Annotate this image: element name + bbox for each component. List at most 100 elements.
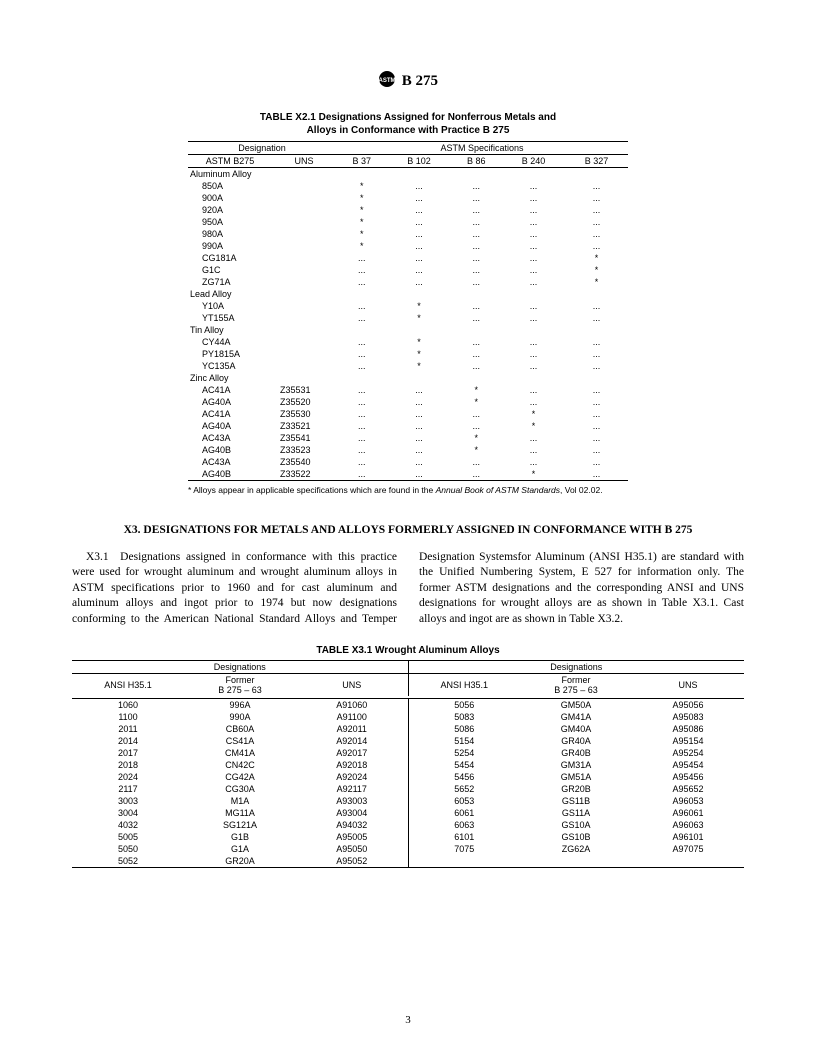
spec-cell: ... xyxy=(565,336,628,348)
spec-cell: * xyxy=(502,420,565,432)
spec-cell: ... xyxy=(388,204,451,216)
col-ansi-l: ANSI H35.1 xyxy=(72,674,184,697)
t2-cell: 6101 xyxy=(408,831,520,843)
spec-cell: ... xyxy=(450,348,502,360)
col-b86: B 86 xyxy=(450,155,502,168)
spec-cell: ... xyxy=(502,444,565,456)
spec-cell: ... xyxy=(388,456,451,468)
uns-value xyxy=(272,216,336,228)
col-uns-r: UNS xyxy=(632,674,744,697)
t2-cell: GM31A xyxy=(520,759,632,771)
t2-cell: GM50A xyxy=(520,699,632,712)
alloy-name: 980A xyxy=(188,228,272,240)
spec-cell: ... xyxy=(336,348,388,360)
uns-value xyxy=(272,336,336,348)
spec-cell: * xyxy=(565,252,628,264)
spec-cell: ... xyxy=(388,252,451,264)
t2-cell: 6061 xyxy=(408,807,520,819)
t2-cell: 1060 xyxy=(72,699,184,712)
spec-cell: ... xyxy=(502,216,565,228)
spec-cell: ... xyxy=(502,180,565,192)
spec-cell: * xyxy=(450,444,502,456)
spec-cell: ... xyxy=(502,360,565,372)
spec-cell: * xyxy=(388,360,451,372)
table-x3-1-title: TABLE X3.1 Wrought Aluminum Alloys xyxy=(72,645,744,656)
spec-cell: ... xyxy=(336,312,388,324)
spec-cell: ... xyxy=(388,396,451,408)
t2-cell: CB60A xyxy=(184,723,296,735)
t2-cell: A96053 xyxy=(632,795,744,807)
alloy-name: AC41A xyxy=(188,408,272,420)
alloy-name: AG40B xyxy=(188,468,272,481)
astm-logo-icon: ASTM xyxy=(378,70,396,93)
spec-cell: ... xyxy=(336,468,388,481)
spec-cell: ... xyxy=(565,216,628,228)
svg-text:ASTM: ASTM xyxy=(378,78,395,84)
alloy-name: PY1815A xyxy=(188,348,272,360)
spec-number: B 275 xyxy=(402,73,438,89)
spec-cell: ... xyxy=(388,444,451,456)
uns-value xyxy=(272,264,336,276)
alloy-name: G1C xyxy=(188,264,272,276)
col-former-r: FormerB 275 – 63 xyxy=(520,674,632,697)
t2-cell: CM41A xyxy=(184,747,296,759)
t2-cell: A93003 xyxy=(296,795,408,807)
t2-cell: A97075 xyxy=(632,843,744,855)
spec-cell: ... xyxy=(502,396,565,408)
spec-cell: ... xyxy=(336,336,388,348)
spec-cell: ... xyxy=(336,420,388,432)
col-former-l: FormerB 275 – 63 xyxy=(184,674,296,697)
spec-cell: ... xyxy=(336,408,388,420)
t2-cell: 2017 xyxy=(72,747,184,759)
t2-cell: 2011 xyxy=(72,723,184,735)
t2-cell: CN42C xyxy=(184,759,296,771)
spec-cell: ... xyxy=(502,192,565,204)
t2-cell: A96063 xyxy=(632,819,744,831)
spec-cell: ... xyxy=(450,180,502,192)
uns-value: Z35540 xyxy=(272,456,336,468)
spec-cell: ... xyxy=(336,360,388,372)
uns-value xyxy=(272,360,336,372)
spec-cell: ... xyxy=(388,384,451,396)
t2-cell: 1100 xyxy=(72,711,184,723)
spec-cell: ... xyxy=(336,456,388,468)
uns-value: Z35531 xyxy=(272,384,336,396)
spec-cell: ... xyxy=(502,228,565,240)
col-ansi-r: ANSI H35.1 xyxy=(408,674,520,697)
alloy-name: 900A xyxy=(188,192,272,204)
t2-cell: A96061 xyxy=(632,807,744,819)
spec-cell: ... xyxy=(565,432,628,444)
alloy-name: CY44A xyxy=(188,336,272,348)
spec-cell: * xyxy=(388,300,451,312)
uns-value xyxy=(272,312,336,324)
spec-cell: ... xyxy=(502,432,565,444)
t2-cell: GR20B xyxy=(520,783,632,795)
spec-cell: * xyxy=(388,348,451,360)
spec-cell: * xyxy=(336,240,388,252)
t2-cell: M1A xyxy=(184,795,296,807)
alloy-name: 990A xyxy=(188,240,272,252)
t2-cell: 5083 xyxy=(408,711,520,723)
spec-cell: ... xyxy=(450,456,502,468)
t2-cell: 7075 xyxy=(408,843,520,855)
spec-cell: ... xyxy=(388,228,451,240)
col-group-designation: Designation xyxy=(188,142,336,155)
spec-cell: ... xyxy=(450,216,502,228)
section-x3-title: X3. DESIGNATIONS FOR METALS AND ALLOYS F… xyxy=(72,524,744,536)
spec-cell: ... xyxy=(388,408,451,420)
t2-cell: GM51A xyxy=(520,771,632,783)
spec-cell: ... xyxy=(336,252,388,264)
spec-cell: * xyxy=(336,192,388,204)
uns-value xyxy=(272,300,336,312)
t2-cell: A92117 xyxy=(296,783,408,795)
col-b240: B 240 xyxy=(502,155,565,168)
spec-cell: ... xyxy=(336,276,388,288)
spec-cell: ... xyxy=(450,228,502,240)
spec-cell: ... xyxy=(450,252,502,264)
t2-cell: ZG62A xyxy=(520,843,632,855)
t2-cell: A92017 xyxy=(296,747,408,759)
t2-cell: A95652 xyxy=(632,783,744,795)
uns-value: Z33522 xyxy=(272,468,336,481)
t2-cell: 990A xyxy=(184,711,296,723)
category-label: Tin Alloy xyxy=(188,324,628,336)
